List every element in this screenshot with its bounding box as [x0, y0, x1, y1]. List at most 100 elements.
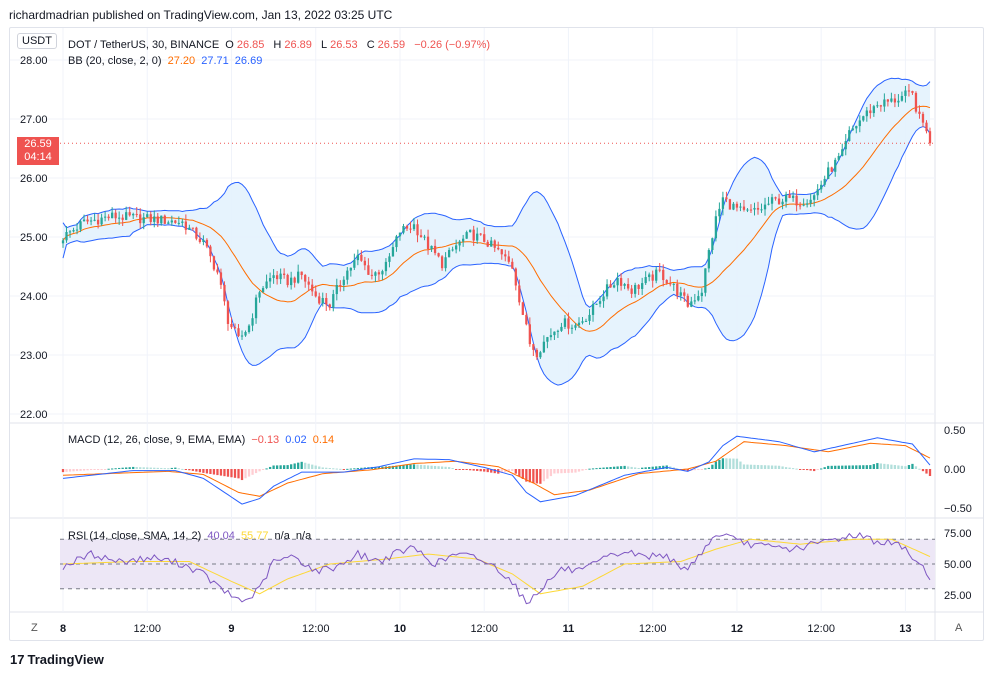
candle-body [721, 197, 725, 209]
macd-histogram-bar [707, 467, 711, 469]
macd-histogram-bar [725, 458, 728, 469]
macd-histogram-bar [360, 467, 363, 469]
macd-histogram-bar [602, 467, 605, 469]
candle-body [412, 224, 416, 230]
candle-body [918, 111, 921, 114]
candle-body [402, 226, 405, 233]
macd-histogram-bar [823, 467, 826, 469]
macd-histogram-bar [518, 469, 521, 477]
zoom-button[interactable]: Z [31, 622, 38, 634]
candle-body [697, 296, 700, 301]
x-tick-label: 8 [60, 623, 66, 635]
macd-histogram-bar [770, 465, 774, 469]
macd-histogram-bar [623, 465, 626, 469]
macd-histogram-bar [749, 464, 753, 469]
candle-body [223, 284, 226, 302]
x-tick-label: 13 [899, 623, 911, 635]
macd-histogram-bar [149, 467, 152, 469]
macd-histogram-bar [872, 464, 875, 469]
macd-histogram-bar [641, 467, 644, 469]
candle-body [328, 304, 331, 308]
candle-body [542, 341, 546, 353]
macd-histogram-bar [93, 469, 96, 470]
macd-histogram-bar [100, 469, 103, 470]
macd-histogram-bar [82, 469, 86, 471]
candle-body [293, 277, 296, 283]
candle-body [212, 256, 216, 270]
candle-body [332, 294, 335, 308]
macd-histogram-bar [865, 465, 868, 469]
macd-histogram-bar [841, 465, 844, 469]
candle-body [809, 199, 812, 204]
macd-histogram-bar [135, 467, 138, 469]
macd-histogram-bar [626, 466, 630, 469]
rsi-ma-value: 55.77 [240, 530, 269, 542]
candle-body [742, 206, 746, 210]
macd-histogram-bar [809, 469, 812, 471]
candle-body [265, 281, 268, 289]
legend-close: C 26.59 [366, 39, 406, 51]
candle-body [595, 303, 598, 305]
candle-body [851, 128, 854, 131]
bb-lower-value: 26.69 [234, 55, 263, 67]
candle-body [321, 297, 324, 304]
macd-histogram-bar [879, 463, 882, 469]
candle-body [900, 95, 904, 101]
candle-body [198, 238, 202, 242]
macd-histogram-bar [542, 469, 546, 482]
candle-body [676, 283, 679, 296]
candle-body [416, 224, 419, 236]
candle-body [535, 349, 539, 358]
candle-body [605, 284, 609, 297]
macd-histogram-bar [258, 469, 261, 472]
candle-body [728, 199, 732, 210]
candle-body [275, 275, 279, 280]
candle-body [68, 231, 72, 233]
macd-histogram-bar [893, 465, 897, 469]
candle-body [539, 352, 542, 358]
candle-body [500, 249, 503, 255]
candle-body [637, 284, 640, 289]
macd-histogram-bar [876, 463, 879, 469]
candle-body [360, 254, 363, 261]
candle-body [237, 328, 240, 336]
candle-body [89, 220, 93, 222]
candle-body [426, 236, 430, 250]
macd-histogram-bar [275, 465, 279, 469]
bb-basis-line [62, 105, 931, 332]
candle-body [753, 207, 756, 210]
auto-scale-button[interactable]: A [955, 622, 963, 634]
candle-body [577, 322, 581, 326]
macd-histogram-bar [711, 464, 714, 469]
candle-body [290, 277, 293, 286]
last-price-tag: 26.59 04:14 [17, 137, 59, 165]
macd-histogram-bar [763, 465, 767, 469]
x-tick-label: 12 [731, 623, 743, 635]
macd-histogram-bar [616, 466, 619, 469]
macd-histogram-bar [72, 469, 75, 472]
tradingview-brand[interactable]: 17 TradingView [10, 652, 104, 667]
candle-body [128, 212, 131, 216]
candle-body [163, 215, 166, 224]
candle-body [444, 257, 447, 269]
macd-histogram-bar [198, 469, 202, 473]
macd-histogram-bar [581, 469, 584, 471]
candle-body [612, 285, 616, 288]
macd-histogram-bar [160, 467, 163, 469]
candle-body [391, 247, 395, 257]
macd-histogram-bar [855, 465, 858, 469]
candle-body [353, 260, 356, 268]
candle-body [61, 240, 65, 244]
candle-body [581, 321, 584, 323]
currency-button[interactable]: USDT [17, 33, 57, 49]
candle-body [504, 254, 507, 257]
macd-signal-value: 0.14 [312, 434, 335, 446]
macd-histogram-bar [595, 468, 598, 470]
candle-body [904, 90, 907, 96]
macd-histogram-bar [391, 465, 395, 469]
bb-legend: BB (20, close, 2, 0) 27.20 27.71 26.69 [68, 54, 265, 68]
macd-signal-line [62, 441, 931, 497]
main-legend: DOT / TetherUS, 30, BINANCE O 26.85 H 26.8… [68, 38, 493, 52]
candle-body [167, 222, 170, 224]
